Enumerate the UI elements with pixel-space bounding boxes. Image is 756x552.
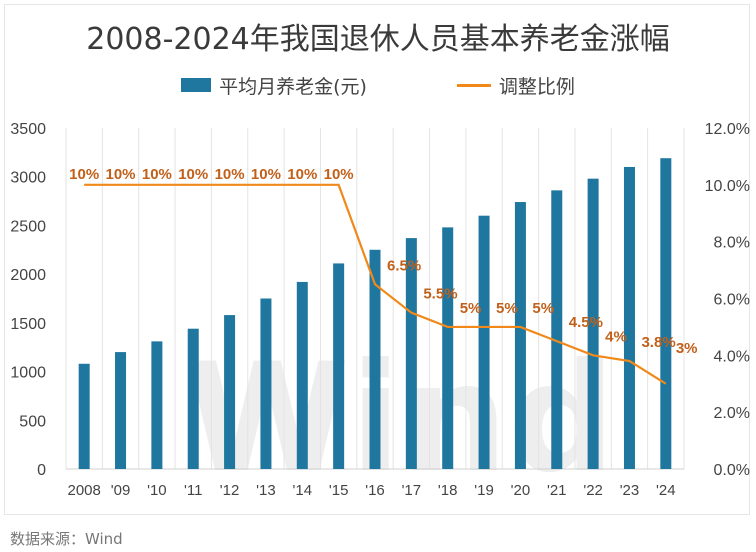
line-data-label: 5% bbox=[532, 300, 554, 317]
x-tick-label: '22 bbox=[583, 482, 603, 499]
legend-item-bar: 平均月养老金(元) bbox=[181, 72, 367, 99]
legend-bar-swatch bbox=[181, 78, 212, 92]
y-right-tick-label: 4.0% bbox=[714, 348, 750, 365]
bar bbox=[587, 178, 599, 470]
x-tick-label: '23 bbox=[620, 482, 640, 499]
y-left-tick-label: 500 bbox=[19, 413, 46, 430]
x-tick-label: 2008 bbox=[67, 482, 100, 499]
bar bbox=[224, 315, 236, 469]
x-tick-label: '19 bbox=[474, 482, 494, 499]
bar bbox=[333, 263, 345, 469]
line-data-label: 6.5% bbox=[387, 257, 421, 274]
source-note: 数据来源：Wind bbox=[10, 530, 123, 548]
y-left-tick-label: 0 bbox=[37, 462, 46, 479]
y-right-tick-label: 0.0% bbox=[714, 462, 750, 479]
bar bbox=[478, 215, 490, 469]
x-tick-label: '11 bbox=[184, 482, 202, 499]
y-right-tick-label: 10.0% bbox=[705, 178, 750, 195]
watermark-text: Wind bbox=[184, 332, 615, 506]
y-left-tick-label: 1000 bbox=[10, 365, 46, 382]
line-data-label: 10% bbox=[69, 166, 99, 183]
line-data-label: 5% bbox=[496, 300, 518, 317]
x-tick-label: '18 bbox=[438, 482, 458, 499]
line-data-label: 10% bbox=[287, 166, 317, 183]
line-data-label: 10% bbox=[106, 166, 136, 183]
bar bbox=[369, 249, 381, 469]
line-data-label: 3.8% bbox=[641, 334, 675, 351]
y-left-tick-label: 3000 bbox=[10, 170, 46, 187]
x-tick-label: '14 bbox=[293, 482, 313, 499]
y-left-tick-label: 3500 bbox=[10, 121, 46, 138]
line-data-label: 10% bbox=[178, 166, 208, 183]
x-tick-label: '10 bbox=[147, 482, 167, 499]
y-right-tick-label: 6.0% bbox=[714, 292, 750, 309]
bar bbox=[405, 238, 417, 469]
legend: 平均月养老金(元) 调整比例 bbox=[0, 72, 756, 98]
bar bbox=[115, 352, 127, 469]
legend-item-line: 调整比例 bbox=[456, 72, 575, 99]
legend-line-swatch bbox=[456, 83, 491, 87]
bar bbox=[551, 190, 563, 469]
line-data-label: 3% bbox=[676, 340, 698, 357]
x-tick-label: '13 bbox=[256, 482, 276, 499]
line-series bbox=[84, 183, 667, 385]
line-data-label: 10% bbox=[324, 166, 354, 183]
line-data-label: 4.5% bbox=[569, 314, 603, 331]
x-tick-label: '15 bbox=[329, 482, 349, 499]
x-tick-label: '20 bbox=[511, 482, 531, 499]
bar bbox=[660, 158, 672, 469]
y-right-tick-label: 8.0% bbox=[714, 235, 750, 252]
bar bbox=[78, 363, 90, 469]
x-tick-label: '21 bbox=[547, 482, 567, 499]
bar bbox=[442, 227, 454, 469]
x-tick-label: '12 bbox=[220, 482, 240, 499]
x-tick-label: '16 bbox=[365, 482, 385, 499]
line-data-label: 5.5% bbox=[423, 286, 457, 303]
legend-line-label: 调整比例 bbox=[498, 75, 575, 98]
y-right-tick-label: 2.0% bbox=[714, 405, 750, 422]
line-data-label: 10% bbox=[251, 166, 281, 183]
y-left-tick-label: 1500 bbox=[10, 316, 46, 333]
bar bbox=[514, 202, 526, 469]
line-data-label: 10% bbox=[215, 166, 245, 183]
x-tick-label: '17 bbox=[402, 482, 422, 499]
line-data-label: 10% bbox=[142, 166, 172, 183]
bar bbox=[296, 281, 308, 469]
bar bbox=[187, 328, 199, 469]
x-tick-label: '09 bbox=[111, 482, 131, 499]
chart-title: 2008-2024年我国退休人员基本养老金涨幅 bbox=[86, 22, 670, 57]
line-data-label: 4% bbox=[605, 328, 627, 345]
y-left-tick-label: 2500 bbox=[10, 218, 46, 235]
y-left-tick-label: 2000 bbox=[10, 267, 46, 284]
x-tick-label: '24 bbox=[656, 482, 676, 499]
bar bbox=[151, 341, 163, 469]
line-data-label: 5% bbox=[460, 300, 482, 317]
bar bbox=[623, 166, 635, 469]
y-right-tick-label: 12.0% bbox=[705, 121, 750, 138]
bar bbox=[260, 298, 272, 469]
legend-bar-label: 平均月养老金(元) bbox=[219, 75, 367, 98]
